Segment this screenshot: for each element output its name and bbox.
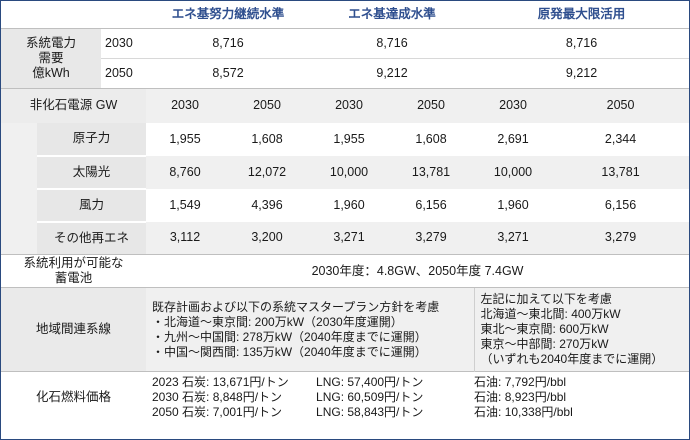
capacity-value: 4,396	[251, 197, 283, 212]
capacity-value: 10,000	[493, 164, 533, 179]
capacity-row-solar: 太陽光 8,760 12,072 10,000 13,781 10,000 13…	[1, 155, 690, 190]
capacity-row-wind: 風力 1,549 4,396 1,960 6,156 1,960 6,156	[1, 188, 689, 223]
capacity-value: 1,608	[415, 131, 447, 146]
demand-year: 2050	[101, 58, 146, 89]
capacity-row-label: 風力	[37, 188, 146, 223]
demand-value: 9,212	[474, 58, 690, 89]
capacity-row-label: 太陽光	[37, 155, 146, 190]
interconnect-additional-plan: 左記に加えて以下を考慮 北海道～東北間: 400万kW 東北～東京間: 600万…	[474, 287, 690, 372]
capacity-value: 10,000	[329, 164, 369, 179]
fuel-price-label: 化石燃料価格	[1, 371, 146, 424]
capacity-value: 1,955	[333, 131, 365, 146]
scenario-2-title: エネ基達成水準	[348, 7, 436, 21]
capacity-year: 2050	[417, 98, 445, 113]
demand-value: 8,572	[146, 58, 311, 89]
demand-value: 9,212	[310, 58, 475, 89]
capacity-value: 1,960	[497, 197, 529, 212]
demand-row-2030: 系統電力 需要 億kWh 2030 8,716 8,716 8,716	[1, 28, 690, 89]
capacity-value: 13,781	[601, 164, 640, 179]
capacity-value: 3,200	[251, 230, 283, 245]
oil-prices: 石油: 7,792円/bbl 石油: 8,923円/bbl 石油: 10,338…	[474, 371, 690, 424]
capacity-row-other-renewables: その他再エネ 3,112 3,200 3,271 3,279 3,271 3,2…	[1, 221, 690, 255]
interconnect-existing-plan: 既存計画および以下の系統マスタープラン方針を考慮 ・北海道～東京間: 200万k…	[146, 287, 475, 372]
lng-prices: LNG: 57,400円/トン LNG: 60,509円/トン LNG: 58,…	[310, 371, 475, 424]
capacity-value: 12,072	[247, 164, 287, 179]
capacity-value: 3,112	[169, 230, 201, 245]
capacity-value: 6,156	[415, 197, 447, 212]
capacity-value: 3,279	[604, 230, 637, 245]
storage-value: 2030年度：4.8GW、2050年度 7.4GW	[146, 254, 690, 288]
capacity-header-row: 非化石電源 GW 2030 2050 2030 2050 2030 2050	[1, 88, 690, 123]
capacity-value: 3,279	[415, 230, 447, 245]
storage-row: 系統利用が可能な 蓄電池 2030年度：4.8GW、2050年度 7.4GW	[1, 254, 690, 288]
capacity-year: 2030	[171, 98, 199, 113]
demand-label: 系統電力 需要 億kWh	[1, 28, 101, 89]
capacity-value: 1,608	[251, 131, 283, 146]
scenario-1-title: エネ基努力継続水準	[171, 7, 285, 21]
capacity-value: 1,960	[333, 197, 365, 212]
capacity-value: 1,549	[169, 197, 201, 212]
capacity-value: 3,271	[497, 230, 529, 245]
capacity-value: 2,344	[604, 131, 637, 146]
capacity-row-label: 原子力	[37, 122, 146, 157]
demand-value: 8,716	[474, 28, 690, 59]
scenario-3-title: 原発最大限活用	[537, 7, 626, 21]
capacity-row-label: その他再エネ	[37, 221, 146, 255]
coal-prices: 2023 石炭: 13,671円/トン 2030 石炭: 8,848円/トン 2…	[146, 371, 311, 424]
interconnect-label: 地域間連系線	[1, 287, 146, 372]
capacity-value: 8,760	[169, 164, 201, 179]
capacity-value: 2,691	[497, 131, 529, 146]
capacity-year: 2030	[499, 98, 527, 113]
capacity-group-margin	[1, 122, 37, 255]
capacity-year: 2050	[606, 98, 635, 113]
capacity-value: 13,781	[411, 164, 451, 179]
fuel-price-row: 化石燃料価格 2023 石炭: 13,671円/トン 2030 石炭: 8,84…	[1, 371, 690, 424]
capacity-value: 1,955	[169, 131, 201, 146]
demand-value: 8,716	[310, 28, 475, 59]
interconnect-row: 地域間連系線 既存計画および以下の系統マスタープラン方針を考慮 ・北海道～東京間…	[1, 287, 690, 372]
scenario-header-row: エネ基努力継続水準 エネ基達成水準 原発最大限活用	[1, 1, 689, 29]
demand-row-2050: 2050 8,572 9,212 9,212	[1, 58, 690, 89]
capacity-value: 6,156	[604, 197, 637, 212]
capacity-row-nuclear: 原子力 1,955 1,608 1,955 1,608 2,691 2,344	[1, 122, 689, 255]
capacity-year: 2030	[335, 98, 363, 113]
demand-year: 2030	[101, 28, 146, 59]
capacity-header: 非化石電源 GW	[1, 88, 146, 123]
capacity-year: 2050	[253, 98, 281, 113]
storage-label: 系統利用が可能な 蓄電池	[1, 254, 146, 288]
demand-value: 8,716	[146, 28, 311, 59]
capacity-value: 3,271	[333, 230, 365, 245]
